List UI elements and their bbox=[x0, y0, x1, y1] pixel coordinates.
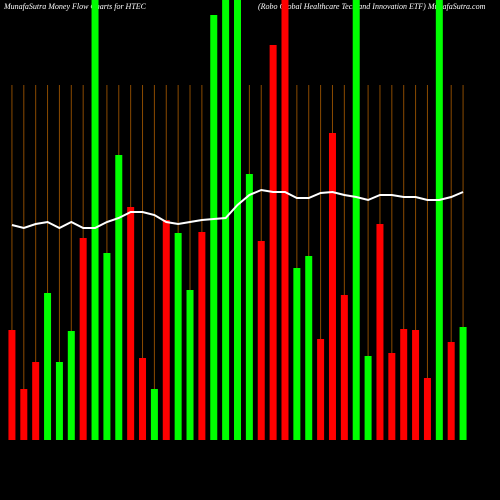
bar bbox=[186, 290, 194, 440]
bar bbox=[79, 238, 87, 440]
bar bbox=[115, 155, 123, 440]
bar bbox=[281, 0, 289, 440]
bar bbox=[317, 339, 325, 440]
bar bbox=[162, 220, 170, 440]
bar bbox=[376, 224, 384, 440]
bar bbox=[103, 253, 111, 440]
bar bbox=[174, 233, 182, 440]
bar bbox=[150, 389, 158, 440]
bar bbox=[328, 133, 336, 440]
bar bbox=[412, 330, 420, 440]
bar bbox=[435, 0, 443, 440]
bar bbox=[139, 358, 147, 440]
bar bbox=[44, 293, 52, 440]
bar bbox=[257, 241, 265, 440]
price-line bbox=[11, 188, 464, 230]
bar bbox=[364, 356, 372, 440]
bar bbox=[127, 207, 135, 440]
bar bbox=[269, 45, 277, 440]
bar bbox=[20, 389, 28, 440]
bar bbox=[459, 327, 467, 440]
bar bbox=[423, 378, 431, 440]
bar bbox=[388, 353, 396, 440]
chart-title: MunafaSutra Money Flow Charts for HTEC bbox=[3, 2, 147, 11]
bar bbox=[222, 0, 230, 440]
bar bbox=[8, 330, 16, 440]
bar bbox=[340, 295, 348, 440]
bar bbox=[91, 0, 99, 440]
bar bbox=[352, 0, 360, 440]
bar bbox=[198, 232, 206, 440]
bar bbox=[293, 268, 301, 440]
bar bbox=[400, 329, 408, 440]
bar bbox=[305, 256, 313, 440]
bar bbox=[234, 0, 241, 440]
bar bbox=[32, 362, 40, 440]
bar bbox=[210, 15, 218, 440]
bar bbox=[67, 331, 75, 440]
bar bbox=[55, 362, 63, 440]
bar bbox=[245, 174, 253, 440]
bar bbox=[447, 342, 455, 440]
chart-subtitle: (Robo Global Healthcare Tech and Innovat… bbox=[258, 2, 486, 11]
